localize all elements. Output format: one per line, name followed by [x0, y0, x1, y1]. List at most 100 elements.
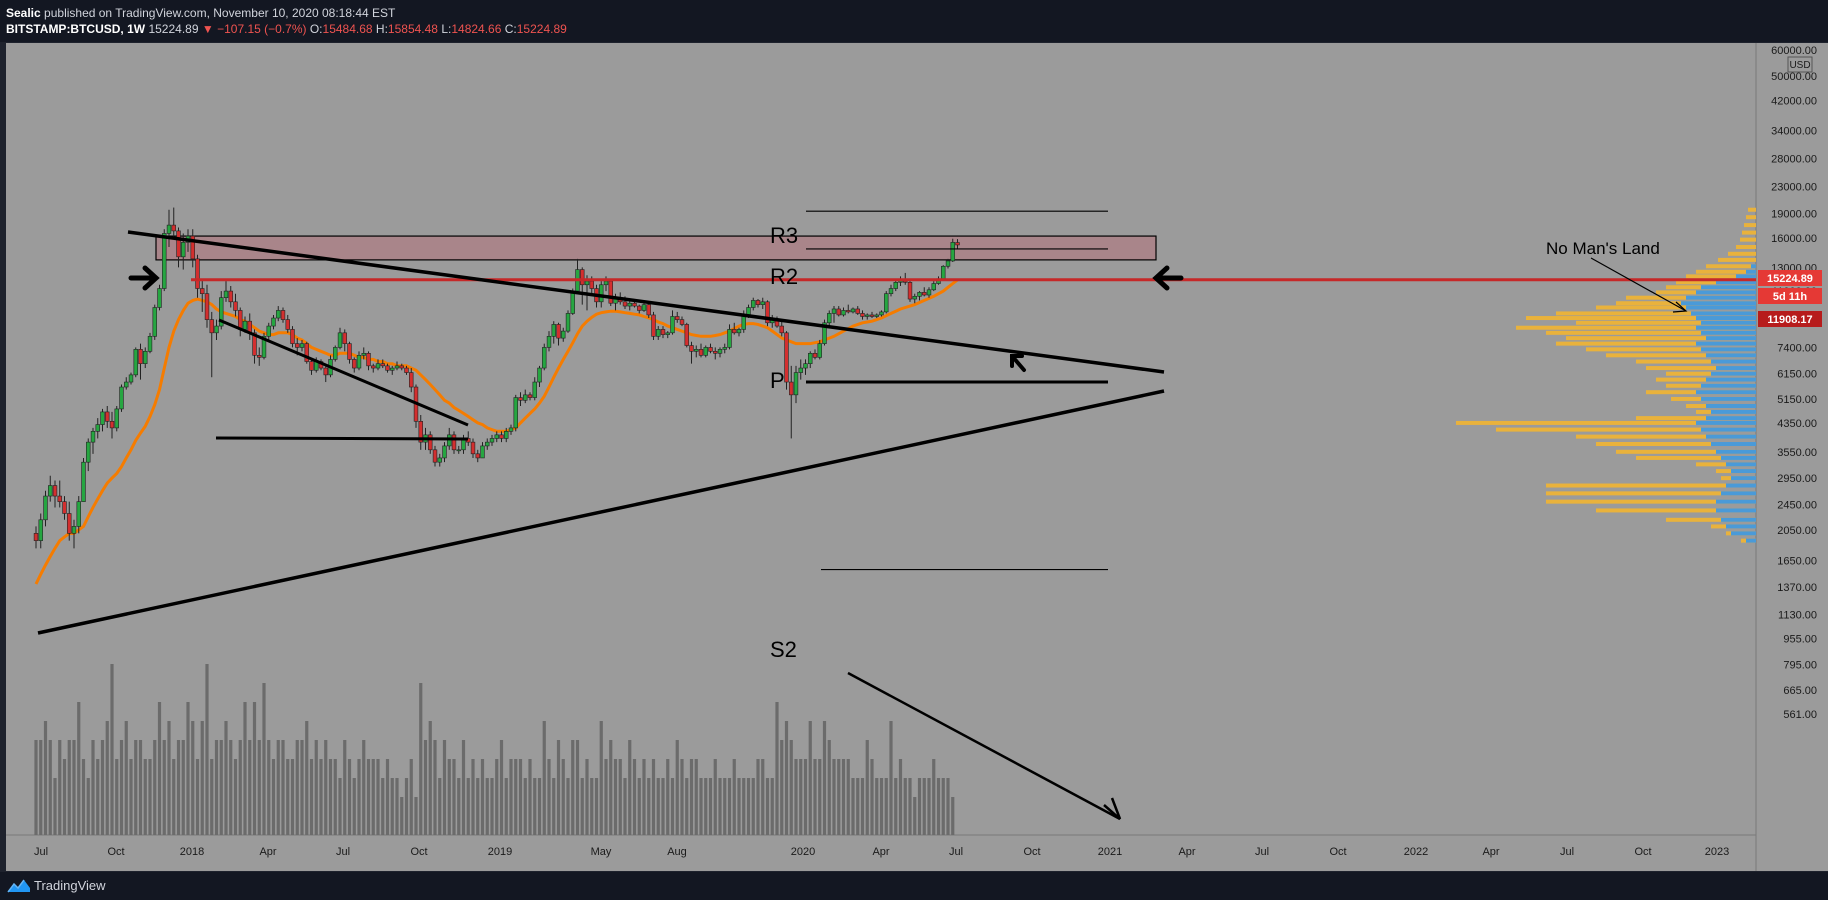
candle — [926, 287, 932, 298]
volume-profile — [1456, 207, 1756, 543]
candle-body — [204, 293, 210, 320]
candle — [831, 306, 837, 323]
candle-body — [489, 438, 495, 443]
annotations: R3 R2 P S2 No Man's Land — [770, 223, 1660, 662]
candle — [219, 291, 224, 330]
candle-body — [931, 283, 936, 291]
volume-bar — [761, 759, 765, 835]
price-tick-label: 955.00 — [1783, 633, 1817, 645]
volume-bar — [281, 740, 285, 835]
candle — [955, 239, 960, 249]
candle — [798, 359, 803, 380]
candle — [850, 307, 856, 314]
volume-bar — [414, 797, 418, 835]
time-tick-label: 2022 — [1404, 846, 1428, 858]
volume-bar — [837, 759, 841, 835]
candle-body — [432, 449, 438, 463]
tradingview-logo-icon[interactable] — [6, 878, 32, 894]
volume-bar — [913, 797, 917, 835]
time-tick-label: Oct — [1329, 846, 1346, 858]
volume-bar — [362, 740, 366, 835]
candle — [356, 351, 362, 371]
candle — [157, 284, 162, 311]
publish-line: Sealic published on TradingView.com, Nov… — [6, 6, 395, 20]
candle — [523, 389, 528, 404]
candle-body — [114, 408, 119, 429]
candle-body — [409, 372, 414, 388]
candle — [651, 311, 656, 340]
candle-body — [323, 367, 328, 376]
price-badge-box — [1758, 311, 1822, 327]
candle — [874, 313, 879, 319]
volume-profile-bar — [1596, 305, 1756, 310]
ohlc-legend: BITSTAMP:BTCUSD, 1W 15224.89 ▼ −107.15 (… — [6, 22, 567, 36]
price-axis-background[interactable] — [1756, 43, 1828, 871]
price-tick-label: 6150.00 — [1777, 369, 1817, 381]
price-tick-label: 2450.00 — [1777, 500, 1817, 512]
price-change: −107.15 (−0.7%) — [217, 22, 307, 36]
candle-body — [38, 519, 43, 541]
price-tick-label: 28000.00 — [1771, 153, 1817, 165]
volume-bar — [932, 759, 936, 835]
volume-profile-bar — [1746, 215, 1756, 220]
candle — [428, 431, 433, 454]
candle-body — [779, 325, 784, 334]
candle-body — [850, 308, 856, 313]
volume-bar — [523, 778, 527, 835]
symbol-label[interactable]: BITSTAMP:BTCUSD, 1W — [6, 22, 146, 36]
volume-profile-bar — [1566, 336, 1756, 341]
volume-bar — [176, 740, 181, 835]
candle — [641, 301, 647, 312]
time-axis-background[interactable] — [6, 835, 1756, 871]
candle — [385, 363, 390, 373]
candle-body — [128, 374, 134, 383]
candle-body — [52, 485, 58, 497]
candle-body — [418, 421, 423, 443]
chart-area[interactable]: R3 R2 P S2 No Man's Land 60000.00 50000.00 420… — [6, 43, 1828, 871]
candle-body — [380, 363, 385, 367]
candle — [43, 490, 48, 527]
author-name[interactable]: Sealic — [6, 6, 41, 20]
volume-bar — [518, 759, 523, 835]
candle — [86, 438, 91, 472]
volume-profile-bar — [1576, 320, 1756, 325]
candle — [280, 307, 286, 323]
price-badges: 15224.89 5d 11h 11908.17 — [1758, 270, 1822, 327]
volume-profile-bar — [1546, 499, 1756, 504]
volume-bar — [461, 740, 466, 835]
candle-body — [855, 308, 860, 314]
volume-profile-bar — [1696, 341, 1756, 346]
volume-profile-bar — [1711, 371, 1756, 376]
candle-body — [428, 434, 433, 451]
volume-bar — [571, 740, 575, 835]
volume-bar — [457, 778, 461, 835]
volume-profile-bar — [1606, 353, 1756, 358]
volume-bar — [727, 778, 732, 835]
volume-profile-bar — [1636, 416, 1756, 421]
candle-body — [698, 349, 704, 356]
open-value: 15484.68 — [322, 22, 373, 36]
candle — [394, 361, 400, 371]
candle — [637, 304, 642, 314]
candle-body — [90, 431, 96, 443]
candle-body — [342, 332, 347, 344]
volume-bar — [72, 740, 76, 835]
candle — [266, 322, 271, 340]
volume-profile-bar — [1742, 230, 1756, 235]
candle-body — [955, 242, 960, 246]
tradingview-brand[interactable]: TradingView — [34, 878, 106, 893]
candle — [527, 392, 533, 401]
volume-bar — [789, 740, 793, 835]
candle-body — [722, 347, 727, 350]
volume-profile-bar — [1596, 508, 1756, 513]
volume-profile-bar — [1686, 305, 1756, 310]
volume-bar — [390, 778, 394, 835]
volume-bar — [851, 778, 855, 835]
price-chart[interactable]: R3 R2 P S2 No Man's Land 60000.00 50000.00 420… — [6, 43, 1828, 871]
no-mans-land-label: No Man's Land — [1546, 239, 1660, 258]
volume-profile-bar — [1716, 366, 1756, 371]
candle-body — [162, 233, 167, 289]
candle — [67, 501, 72, 541]
candle — [390, 365, 395, 375]
candle-body — [551, 324, 556, 337]
